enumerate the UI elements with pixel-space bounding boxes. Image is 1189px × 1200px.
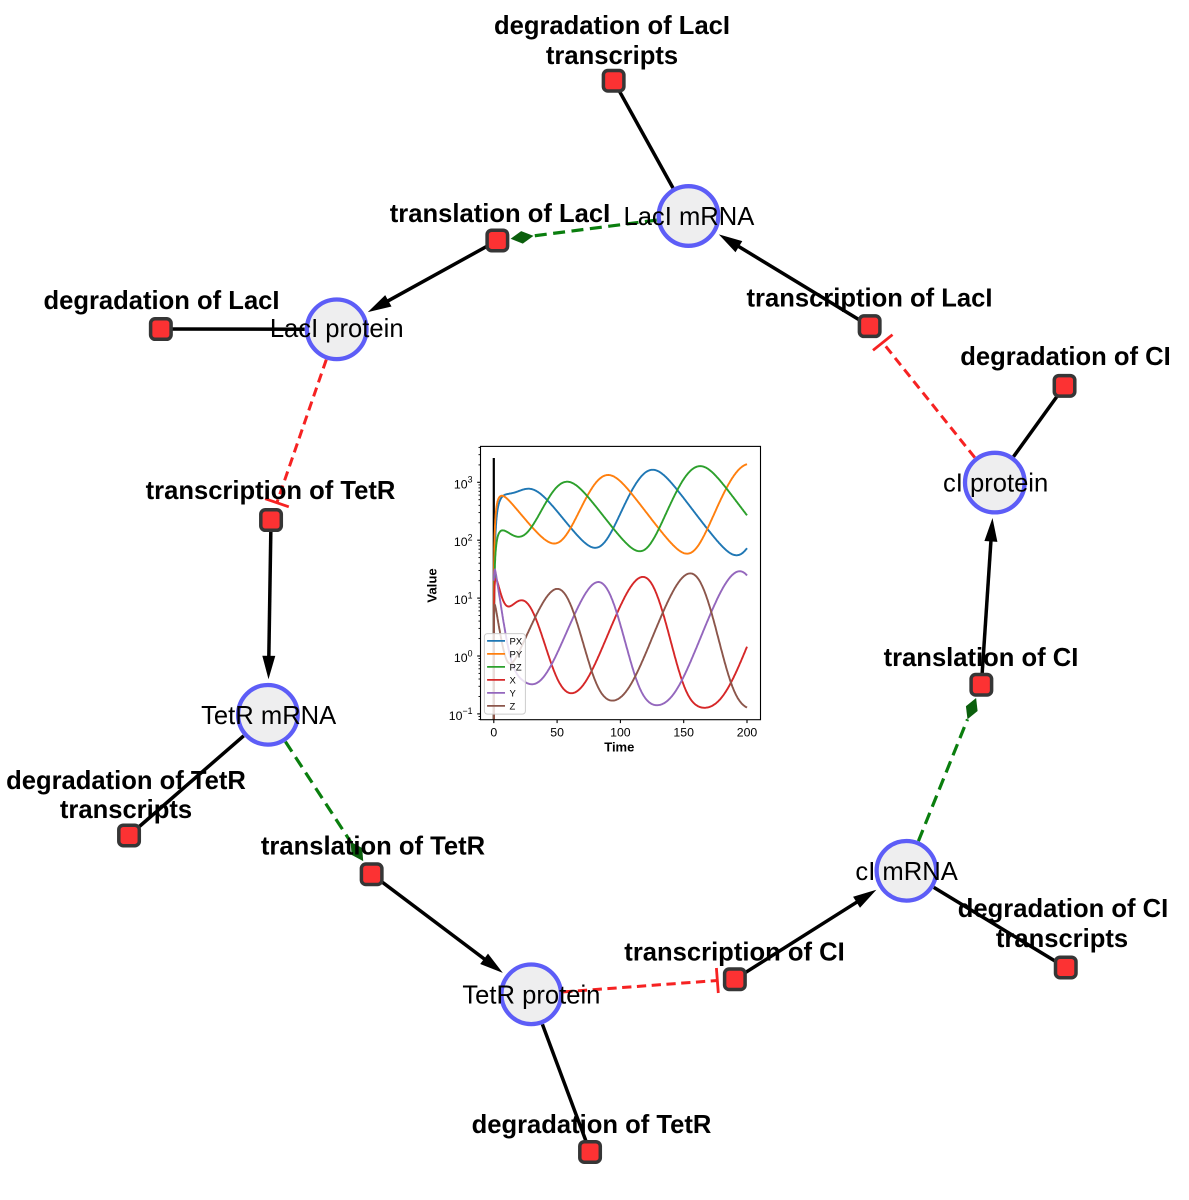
svg-text:transcription of LacI: transcription of LacI <box>746 285 992 313</box>
svg-text:50: 50 <box>550 726 564 740</box>
svg-text:PZ: PZ <box>510 662 522 673</box>
svg-text:PX: PX <box>510 636 523 647</box>
svg-text:TetR mRNA: TetR mRNA <box>201 702 337 730</box>
svg-text:degradation of CI: degradation of CI <box>958 895 1168 923</box>
svg-text:150: 150 <box>673 726 694 740</box>
svg-text:transcripts: transcripts <box>60 796 192 824</box>
svg-text:100: 100 <box>610 726 631 740</box>
svg-text:PY: PY <box>510 649 523 660</box>
svg-text:degradation of LacI: degradation of LacI <box>494 12 730 40</box>
svg-text:translation of CI: translation of CI <box>884 644 1079 672</box>
svg-text:Z: Z <box>510 701 516 712</box>
svg-text:degradation of TetR: degradation of TetR <box>472 1111 712 1139</box>
svg-text:100: 100 <box>454 648 473 665</box>
svg-text:transcription of CI: transcription of CI <box>624 939 844 967</box>
svg-text:10−1: 10−1 <box>449 706 473 723</box>
svg-text:Value: Value <box>425 568 440 602</box>
svg-text:translation of TetR: translation of TetR <box>261 833 485 861</box>
svg-text:200: 200 <box>737 726 758 740</box>
svg-text:LacI protein: LacI protein <box>270 315 404 343</box>
svg-text:LacI mRNA: LacI mRNA <box>623 203 755 231</box>
svg-text:transcription of TetR: transcription of TetR <box>146 477 396 505</box>
svg-text:translation of LacI: translation of LacI <box>390 200 610 228</box>
svg-text:transcripts: transcripts <box>546 42 678 70</box>
svg-text:transcripts: transcripts <box>996 925 1128 953</box>
svg-text:Y: Y <box>510 688 517 699</box>
svg-text:cI protein: cI protein <box>943 470 1048 498</box>
svg-text:degradation of CI: degradation of CI <box>960 343 1170 371</box>
svg-text:cI mRNA: cI mRNA <box>855 858 958 886</box>
svg-text:TetR protein: TetR protein <box>462 982 600 1010</box>
svg-text:102: 102 <box>454 533 473 550</box>
svg-text:X: X <box>510 675 517 686</box>
svg-text:0: 0 <box>490 726 497 740</box>
svg-text:degradation of TetR: degradation of TetR <box>6 767 246 795</box>
svg-text:degradation of LacI: degradation of LacI <box>43 287 279 315</box>
svg-text:101: 101 <box>454 590 473 607</box>
svg-text:Time: Time <box>604 740 634 755</box>
svg-text:103: 103 <box>454 475 473 492</box>
